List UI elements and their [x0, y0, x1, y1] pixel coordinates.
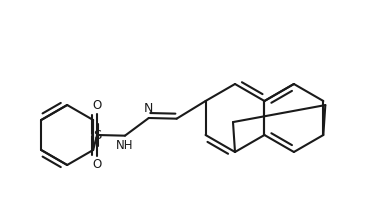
Text: N: N — [144, 102, 153, 115]
Text: O: O — [93, 99, 102, 112]
Text: O: O — [93, 158, 102, 171]
Text: NH: NH — [116, 139, 134, 152]
Text: S: S — [93, 128, 101, 141]
